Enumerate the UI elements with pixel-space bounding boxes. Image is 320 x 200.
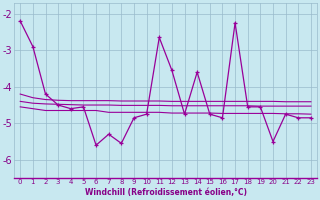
X-axis label: Windchill (Refroidissement éolien,°C): Windchill (Refroidissement éolien,°C) [84, 188, 247, 197]
